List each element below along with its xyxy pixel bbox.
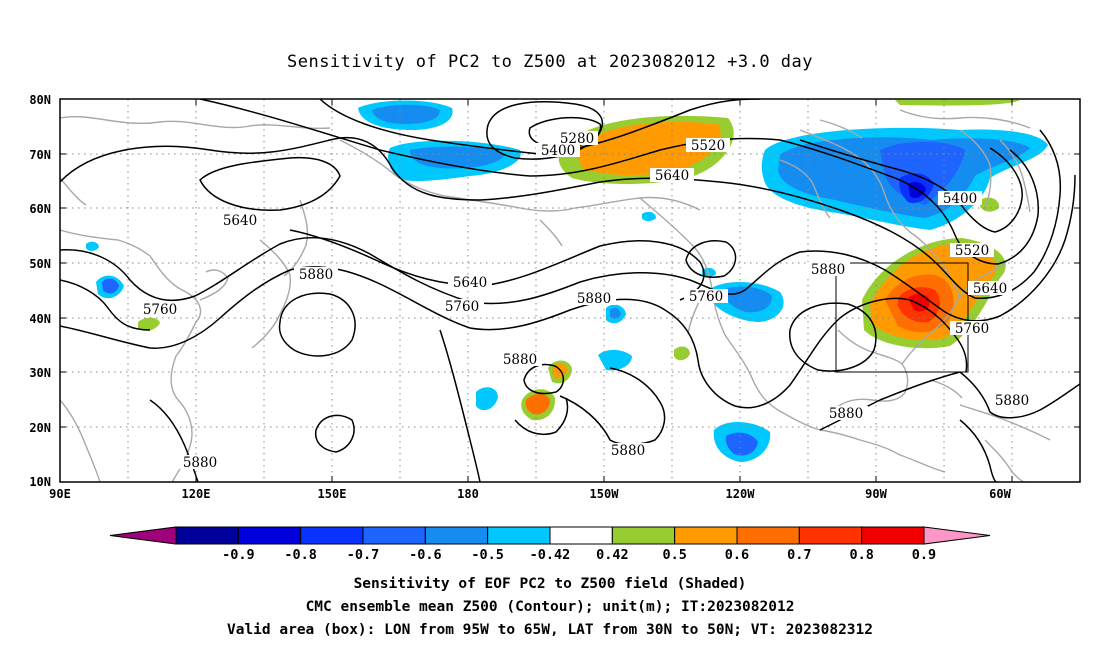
caption-line-1: Sensitivity of EOF PC2 to Z500 field (Sh… xyxy=(354,576,747,592)
contour-label: 5400 xyxy=(541,143,575,159)
contour-label: 5760 xyxy=(143,302,177,318)
lat-tick-label: 80N xyxy=(29,93,51,107)
colorbar-label: -0.7 xyxy=(347,547,380,563)
lat-tick-label: 20N xyxy=(29,421,51,435)
colorbar-lower-extension xyxy=(109,526,177,545)
colorbar-segment xyxy=(237,526,302,545)
contour-label: 5760 xyxy=(689,289,723,305)
colorbar xyxy=(109,526,991,545)
negative-sensitivity-area xyxy=(642,211,656,221)
colorbar-segment xyxy=(861,526,925,545)
caption-line-3: Valid area (box): LON from 95W to 65W, L… xyxy=(227,622,873,638)
lon-tick-label: 90E xyxy=(49,487,71,501)
negative-sensitivity-area xyxy=(86,241,99,251)
colorbar-label: 0.9 xyxy=(912,547,936,563)
colorbar-label: 0.8 xyxy=(849,547,873,563)
latitude-labels: 80N 70N 60N 50N 40N 30N 20N 10N xyxy=(29,93,51,489)
lat-tick-label: 60N xyxy=(29,202,51,216)
chart-title: Sensitivity of PC2 to Z500 at 2023082012… xyxy=(287,52,813,72)
lon-tick-label: 60W xyxy=(989,487,1011,501)
lon-tick-label: 120W xyxy=(726,487,756,501)
z500-contours xyxy=(60,99,1080,482)
colorbar-label: 0.42 xyxy=(596,547,629,563)
negative-sensitivity-area xyxy=(372,104,440,124)
colorbar-label: -0.5 xyxy=(471,547,504,563)
colorbar-upper-extension xyxy=(923,526,991,545)
negative-sensitivity-area xyxy=(598,349,632,371)
contour-label: 5880 xyxy=(577,291,611,307)
lat-tick-label: 10N xyxy=(29,475,51,489)
negative-sensitivity-area xyxy=(610,307,621,319)
positive-sensitivity-area xyxy=(525,394,550,415)
contour-label: 5880 xyxy=(299,267,333,283)
colorbar-segment xyxy=(424,526,489,545)
map-frame xyxy=(59,98,1081,483)
contour-label: 5880 xyxy=(611,443,645,459)
positive-sensitivity-area xyxy=(138,317,160,331)
lon-tick-label: 150W xyxy=(590,487,620,501)
colorbar-segment xyxy=(611,526,676,545)
colorbar-segment xyxy=(362,526,426,545)
contour-label: 5640 xyxy=(223,213,257,229)
colorbar-segment xyxy=(736,526,800,545)
negative-sensitivity-area xyxy=(476,387,498,411)
colorbar-labels: -0.9 -0.8 -0.7 -0.6 -0.5 -0.42 0.42 0.5 0.6 0.7 0.… xyxy=(222,547,936,563)
contour-label: 5520 xyxy=(691,138,725,154)
lon-tick-label: 150E xyxy=(318,487,347,501)
positive-sensitivity-area xyxy=(895,100,1020,106)
colorbar-segment xyxy=(175,526,239,545)
contour-label: 5520 xyxy=(955,243,989,259)
colorbar-segment xyxy=(487,526,551,545)
colorbar-segment xyxy=(674,526,738,545)
colorbar-segment xyxy=(549,526,613,545)
lon-tick-label: 120E xyxy=(182,487,211,501)
contour-label: 5640 xyxy=(655,168,689,184)
colorbar-label: -0.8 xyxy=(284,547,317,563)
contour-label: 5760 xyxy=(955,321,989,337)
lat-tick-label: 70N xyxy=(29,148,51,162)
positive-sensitivity-area xyxy=(674,346,690,361)
contour-label: 5760 xyxy=(445,299,479,315)
colorbar-label: 0.5 xyxy=(662,547,686,563)
colorbar-label: -0.42 xyxy=(530,547,571,563)
negative-sensitivity-area xyxy=(102,278,119,294)
contour-label: 5400 xyxy=(943,191,977,207)
colorbar-label: 0.6 xyxy=(725,547,749,563)
contour-label: 5880 xyxy=(503,352,537,368)
lon-tick-label: 180 xyxy=(457,487,479,501)
lat-tick-label: 30N xyxy=(29,366,51,380)
valid-area-box xyxy=(835,262,969,373)
contour-label: 5880 xyxy=(811,262,845,278)
tick-marks xyxy=(60,98,1080,482)
contour-label: 5880 xyxy=(995,393,1029,409)
negative-sensitivity-area xyxy=(410,146,505,169)
negative-sensitivity-area xyxy=(702,267,716,277)
contour-label: 5880 xyxy=(183,455,217,471)
colorbar-label: -0.9 xyxy=(222,547,255,563)
negative-sensitivity-area xyxy=(725,432,758,456)
coastlines xyxy=(60,109,1051,482)
colorbar-segment xyxy=(300,526,364,545)
lat-tick-label: 40N xyxy=(29,312,51,326)
contour-label: 5640 xyxy=(973,281,1007,297)
longitude-labels: 90E 120E 150E 180 150W 120W 90W 60W xyxy=(49,487,1011,501)
contour-label: 5640 xyxy=(453,275,487,291)
colorbar-label: -0.6 xyxy=(409,547,442,563)
contour-label: 5880 xyxy=(829,406,863,422)
positive-sensitivity-area xyxy=(575,121,721,176)
colorbar-label: 0.7 xyxy=(787,547,811,563)
lon-tick-label: 90W xyxy=(865,487,887,501)
colorbar-segment xyxy=(798,526,863,545)
negative-sensitivity-area xyxy=(722,286,772,313)
lat-tick-label: 50N xyxy=(29,257,51,271)
contour-labels: 5280 5400 5520 5640 5400 5640 5520 5880 … xyxy=(138,131,1034,471)
caption-line-2: CMC ensemble mean Z500 (Contour); unit(m… xyxy=(306,599,795,615)
